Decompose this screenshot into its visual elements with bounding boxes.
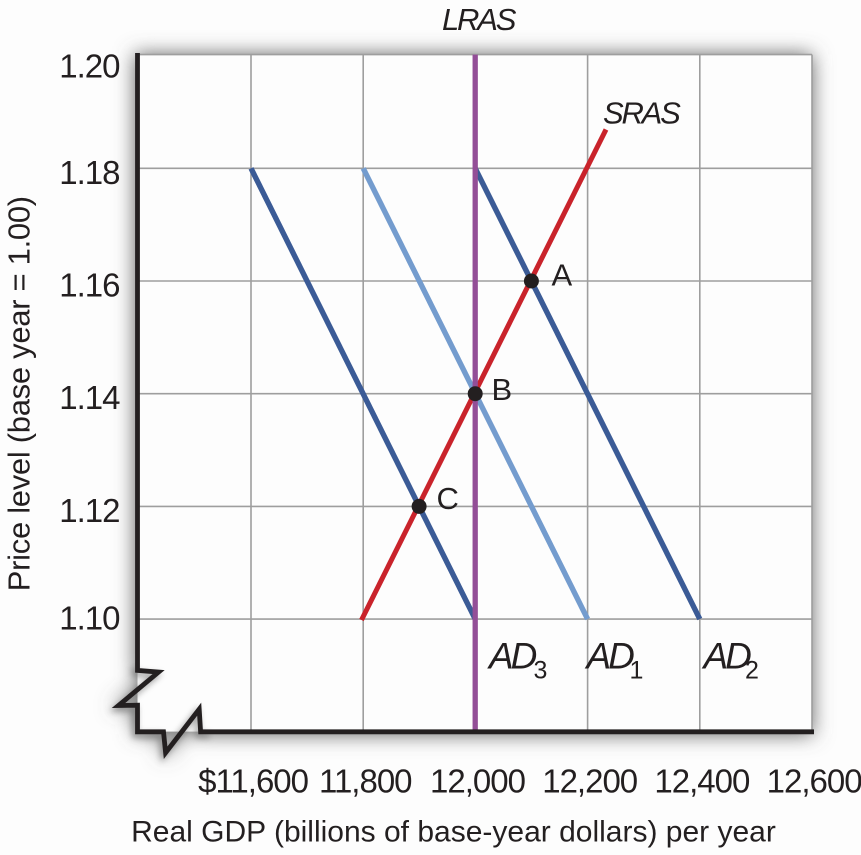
svg-text:1.14: 1.14: [59, 379, 120, 416]
svg-text:12,000: 12,000: [430, 762, 526, 799]
svg-text:2: 2: [745, 657, 759, 685]
svg-text:LRAS: LRAS: [442, 2, 517, 37]
svg-text:3: 3: [534, 657, 548, 685]
svg-text:11,800: 11,800: [319, 762, 412, 799]
svg-text:12,400: 12,400: [654, 762, 750, 799]
svg-text:AD: AD: [585, 636, 635, 677]
svg-text:AD: AD: [487, 636, 537, 677]
svg-text:12,200: 12,200: [542, 762, 638, 799]
svg-text:1.12: 1.12: [59, 492, 119, 529]
svg-text:A: A: [552, 258, 573, 293]
svg-text:AD: AD: [702, 636, 752, 677]
svg-text:1.18: 1.18: [59, 154, 119, 191]
svg-text:C: C: [437, 481, 459, 516]
svg-text:$11,600: $11,600: [198, 762, 308, 799]
svg-text:1.16: 1.16: [59, 267, 119, 304]
svg-text:Real GDP (billions of base-yea: Real GDP (billions of base-year dollars)…: [131, 816, 776, 849]
svg-text:12,600: 12,600: [767, 762, 861, 799]
svg-text:SRAS: SRAS: [603, 96, 681, 131]
svg-text:1: 1: [630, 657, 644, 685]
svg-text:1.10: 1.10: [59, 600, 120, 637]
svg-text:1.20: 1.20: [59, 48, 120, 85]
svg-text:B: B: [492, 372, 513, 407]
svg-text:Price level (base year = 1.00): Price level (base year = 1.00): [2, 196, 37, 591]
